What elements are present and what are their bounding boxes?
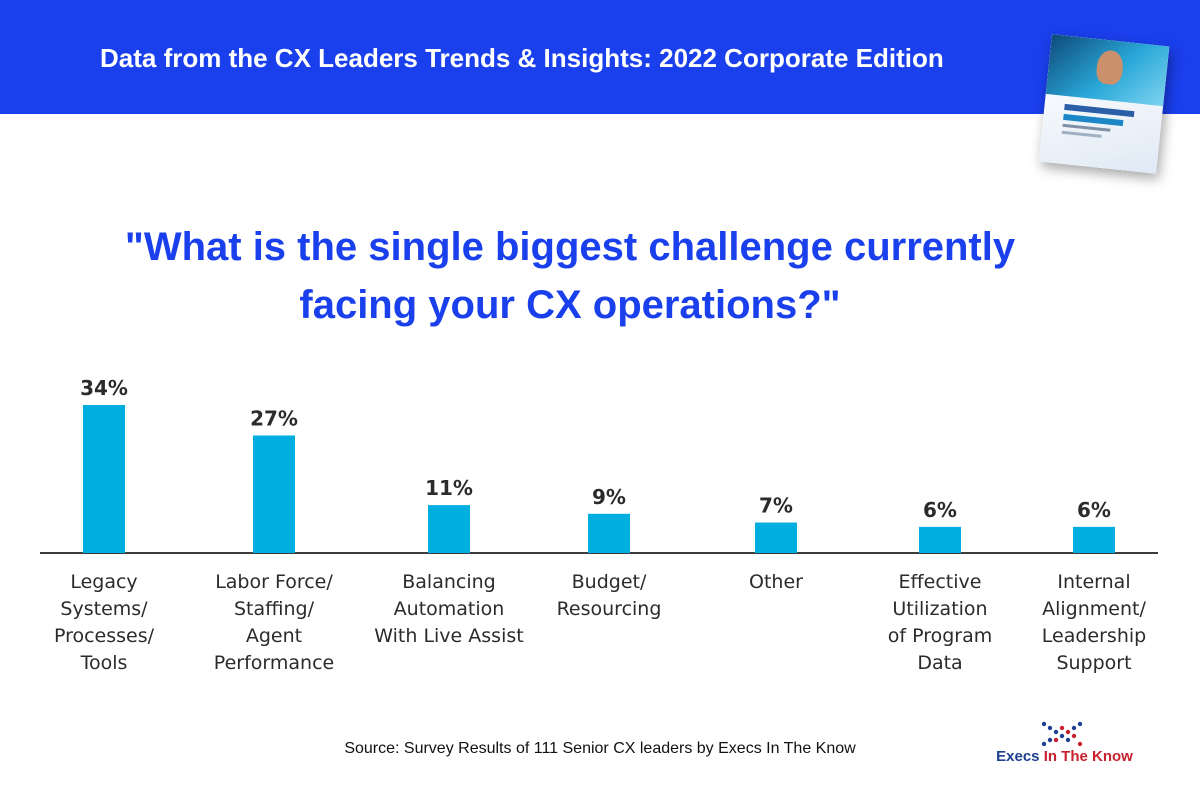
header-banner: Data from the CX Leaders Trends & Insigh… (0, 0, 1200, 114)
bar-5 (919, 526, 961, 553)
category-label-line: Agent (246, 625, 302, 647)
banner-title: Data from the CX Leaders Trends & Insigh… (100, 43, 944, 73)
category-label-line: Effective (899, 571, 982, 593)
bar-2 (428, 505, 470, 553)
category-label-line: Labor Force/ (215, 571, 333, 593)
category-label-line: Staffing/ (234, 598, 315, 620)
bar-value-label-4: 7% (759, 494, 793, 518)
bar-0 (83, 405, 125, 553)
category-label-4: Other (749, 571, 803, 593)
category-label-line: Internal (1057, 571, 1130, 593)
category-label-line: Support (1056, 652, 1131, 674)
question-line-1: "What is the single biggest challenge cu… (124, 225, 1016, 269)
bar-3 (588, 513, 630, 553)
logo-mark-icon (1041, 721, 1083, 747)
source-note: Source: Survey Results of 111 Senior CX … (344, 740, 856, 757)
bar-value-label-6: 6% (1077, 498, 1111, 522)
category-label-5: Effective Utilization of Program Data (888, 571, 993, 674)
execs-in-the-know-logo: Execs In The Know (972, 718, 1157, 768)
bar-value-label-1: 27% (250, 406, 298, 430)
category-label-line: Alignment/ (1042, 598, 1146, 620)
question-line-2: facing your CX operations?" (299, 283, 841, 327)
logo-text: Execs In The Know (972, 748, 1157, 765)
category-label-line: Systems/ (60, 598, 148, 620)
category-label-1: Labor Force/Staffing/Agent Performance (214, 571, 334, 674)
bar-1 (253, 435, 295, 553)
logo-word-execs: Execs (996, 748, 1040, 765)
bar-value-label-3: 9% (592, 485, 626, 509)
category-label-3: Budget/Resourcing (557, 571, 662, 620)
category-label-line: Legacy (70, 571, 137, 593)
bar-chart: 34% Legacy Systems/Processes/Tools 27% Labor… (40, 376, 1158, 674)
bar-4 (755, 522, 797, 553)
chart-question: "What is the single biggest challenge cu… (0, 218, 1140, 334)
bar-value-label-2: 11% (425, 476, 473, 500)
category-label-6: Internal Alignment/Leadership Support (1042, 571, 1147, 674)
category-label-2: Balancing Automation With Live Assist (374, 571, 523, 647)
category-label-line: Resourcing (557, 598, 662, 620)
category-label-line: Leadership (1042, 625, 1146, 647)
category-label-line: Performance (214, 652, 334, 674)
category-label-line: Utilization (892, 598, 987, 620)
category-label-line: Data (917, 652, 962, 674)
logo-word-in-the-know: In The Know (1043, 748, 1133, 765)
bar-value-label-0: 34% (80, 376, 128, 400)
category-label-0: Legacy Systems/Processes/Tools (54, 571, 155, 674)
category-label-line: Other (749, 571, 803, 593)
report-cover-icon (1038, 34, 1170, 174)
category-label-line: Balancing (402, 571, 495, 593)
bar-value-label-5: 6% (923, 498, 957, 522)
category-label-line: of Program (888, 625, 993, 647)
category-label-line: Processes/ (54, 625, 155, 647)
category-label-line: With Live Assist (374, 625, 523, 647)
bar-6 (1073, 526, 1115, 553)
category-label-line: Tools (80, 652, 128, 674)
category-label-line: Automation (394, 598, 505, 620)
category-label-line: Budget/ (572, 571, 647, 593)
